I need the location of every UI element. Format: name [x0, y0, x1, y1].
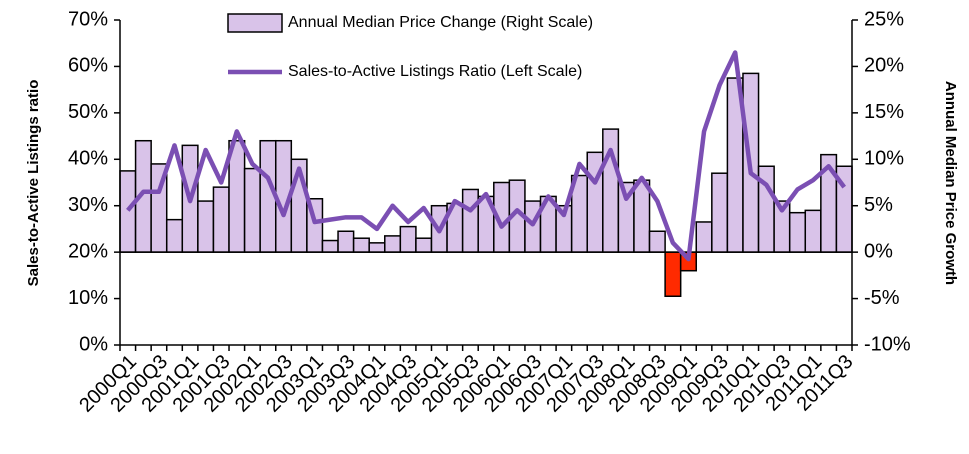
bar: [384, 235, 402, 253]
bar: [212, 186, 230, 253]
y2-tick-label: 20%: [864, 55, 904, 77]
legend-label: Sales-to-Active Listings Ratio (Left Sca…: [288, 63, 582, 80]
legend-swatch: [227, 13, 283, 33]
bar: [321, 239, 339, 253]
bar: [633, 179, 651, 253]
bar: [524, 200, 542, 253]
bar: [695, 221, 713, 253]
bar: [243, 167, 261, 253]
y2-tick-label: -10%: [864, 333, 911, 355]
y-tick-label: 10%: [68, 287, 108, 309]
bar: [602, 128, 620, 253]
line: [126, 50, 847, 262]
bar: [165, 218, 184, 253]
bar: [399, 225, 417, 253]
y2-tick-label: 25%: [864, 8, 904, 30]
y2-tick-label: 5%: [864, 194, 893, 216]
y-tick-label: 30%: [68, 194, 108, 216]
bar: [352, 237, 370, 253]
y-tick-label: 0%: [79, 333, 108, 355]
y2-tick-label: 10%: [864, 148, 904, 170]
bar: [337, 230, 355, 253]
legend-label: Annual Median Price Change (Right Scale): [288, 14, 593, 31]
bar: [119, 170, 137, 253]
bar: [788, 211, 807, 253]
bar: [415, 237, 433, 253]
bar: [461, 188, 479, 253]
y-tick-label: 60%: [68, 55, 108, 77]
y-tick-label: 50%: [68, 101, 108, 123]
y-tick-label: 20%: [68, 240, 108, 262]
y2-tick-label: 15%: [864, 101, 904, 123]
bar: [711, 172, 729, 253]
y2-tick-label: 0%: [864, 240, 893, 262]
y2-tick-label: -5%: [864, 287, 900, 309]
y-tick-label: 40%: [68, 148, 108, 170]
y-tick-label: 70%: [68, 8, 108, 30]
bar: [648, 230, 666, 253]
y-axis-label: Sales-to-Active Listings ratio: [25, 80, 42, 287]
bar: [368, 242, 386, 253]
bar: [804, 209, 822, 253]
bar: [664, 251, 682, 297]
y2-axis-label: Annual Median Price Growth: [942, 81, 959, 285]
bar: [197, 200, 215, 253]
bar: [228, 139, 246, 253]
